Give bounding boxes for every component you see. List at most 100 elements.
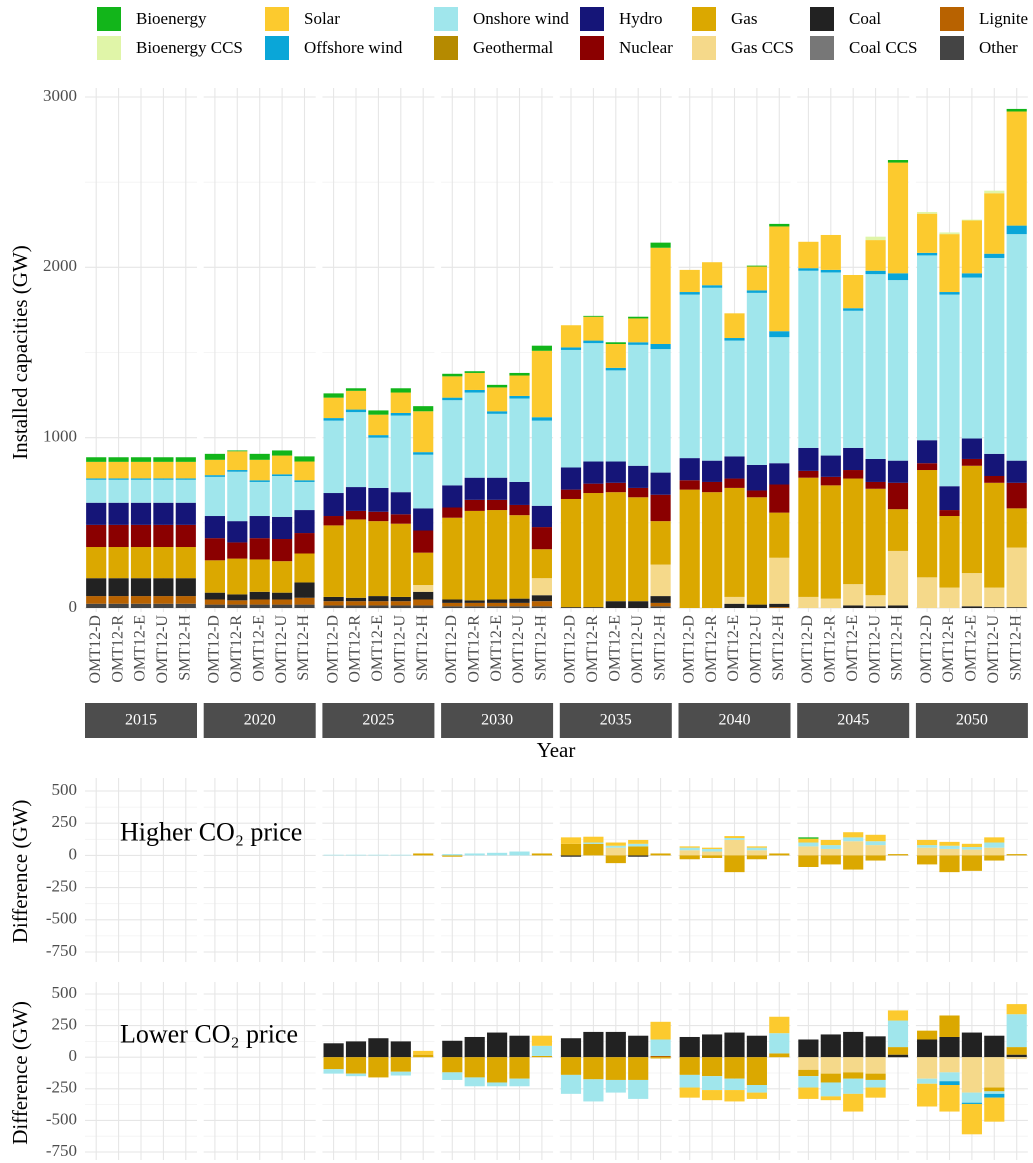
bar-segment xyxy=(746,1057,767,1086)
bar-segment xyxy=(345,854,367,856)
bar-segment xyxy=(413,591,434,600)
bar-segment xyxy=(702,1034,723,1058)
bar-segment xyxy=(442,602,463,607)
bar-segment xyxy=(583,1031,604,1058)
bar-segment xyxy=(702,287,723,461)
bar-segment xyxy=(583,483,604,494)
x-tick-label: OMT12-D xyxy=(206,615,223,683)
bar-segment xyxy=(724,1090,745,1102)
bar-segment xyxy=(442,507,463,518)
bar-segment xyxy=(368,854,389,856)
bar-segment xyxy=(650,596,671,603)
bar-segment xyxy=(464,600,485,603)
bar-segment xyxy=(204,560,225,593)
bar-segment xyxy=(130,524,152,548)
bar-segment xyxy=(531,417,552,421)
bar-segment xyxy=(917,213,938,253)
bar-segment xyxy=(820,598,841,608)
y-tick-label: -750 xyxy=(46,1141,77,1160)
bar-segment xyxy=(583,343,604,462)
bar-segment xyxy=(204,453,225,460)
bar-segment xyxy=(1006,854,1027,856)
x-tick-label: OMT12-U xyxy=(273,615,290,684)
x-tick-label: OMT12-D xyxy=(562,615,579,683)
bar-segment xyxy=(724,1057,745,1079)
bar-segment xyxy=(887,162,909,274)
bar-segment xyxy=(820,234,841,270)
y-tick-label: 500 xyxy=(52,780,78,799)
bar-segment xyxy=(650,247,671,344)
bar-segment xyxy=(887,1054,909,1058)
legend-swatch xyxy=(265,7,289,31)
bar-segment xyxy=(917,845,938,848)
bar-segment xyxy=(390,415,411,493)
bar-segment xyxy=(939,1081,960,1086)
bar-segment xyxy=(984,257,1005,454)
x-tick-label: SMT12-H xyxy=(770,615,787,681)
bar-segment xyxy=(939,232,960,235)
y-tick-label: 250 xyxy=(52,812,78,831)
bar-segment xyxy=(605,842,626,846)
bar-segment xyxy=(108,461,129,479)
bar-segment xyxy=(605,601,626,608)
x-tick-label: OMT12-U xyxy=(629,615,646,684)
bar-segment xyxy=(650,521,671,565)
bar-segment xyxy=(249,538,270,560)
bar-segment xyxy=(583,843,604,856)
bar-segment xyxy=(724,855,745,873)
bar-segment xyxy=(865,240,886,271)
bar-segment xyxy=(865,458,886,482)
bar-segment xyxy=(628,342,649,345)
bar-segment xyxy=(939,1057,960,1073)
bar-segment xyxy=(917,1083,938,1107)
bar-segment xyxy=(227,594,248,601)
legend-label: Geothermal xyxy=(473,38,554,57)
legend-label: Solar xyxy=(304,9,340,28)
bar-segment xyxy=(509,372,530,376)
bar-segment xyxy=(628,839,649,844)
legend-swatch xyxy=(580,7,604,31)
bar-segment xyxy=(272,539,293,562)
bar-segment xyxy=(464,1057,485,1078)
bar-segment xyxy=(531,345,552,351)
bar-segment xyxy=(487,602,508,607)
bar-segment xyxy=(227,451,248,471)
x-tick-label: OMT12-R xyxy=(703,615,720,683)
bar-segment xyxy=(509,481,530,505)
bar-segment xyxy=(509,1078,530,1087)
bar-segment xyxy=(650,1055,671,1058)
bar-segment xyxy=(560,498,582,608)
bar-segment xyxy=(939,294,960,487)
bar-segment xyxy=(724,478,745,488)
bar-segment xyxy=(746,1035,767,1058)
bar-segment xyxy=(368,414,389,436)
bar-segment xyxy=(413,552,434,586)
bar-segment xyxy=(390,392,411,413)
x-tick-label: OMT12-E xyxy=(369,615,386,682)
bar-segment xyxy=(272,455,293,475)
bar-segment xyxy=(865,1087,886,1098)
bar-segment xyxy=(1006,111,1027,226)
bar-segment xyxy=(605,855,626,864)
bar-segment xyxy=(323,605,344,608)
bar-segment xyxy=(1006,234,1027,461)
x-tick-label: OMT12-U xyxy=(391,615,408,684)
bar-segment xyxy=(487,413,508,478)
bar-segment xyxy=(1006,460,1027,483)
bar-segment xyxy=(917,1030,938,1040)
bar-segment xyxy=(746,855,767,860)
bar-segment xyxy=(487,1057,508,1083)
bar-segment xyxy=(413,853,434,856)
bar-segment xyxy=(368,487,389,512)
bar-segment xyxy=(130,603,152,608)
bar-segment xyxy=(917,1078,938,1084)
bar-segment xyxy=(917,252,938,256)
y-tick-label: 0 xyxy=(69,597,78,616)
bar-segment xyxy=(583,315,604,317)
bar-segment xyxy=(798,838,819,843)
bar-segment xyxy=(984,1035,1005,1058)
bar-segment xyxy=(984,475,1005,483)
legend-label: Gas CCS xyxy=(731,38,794,57)
bar-segment xyxy=(204,459,225,476)
